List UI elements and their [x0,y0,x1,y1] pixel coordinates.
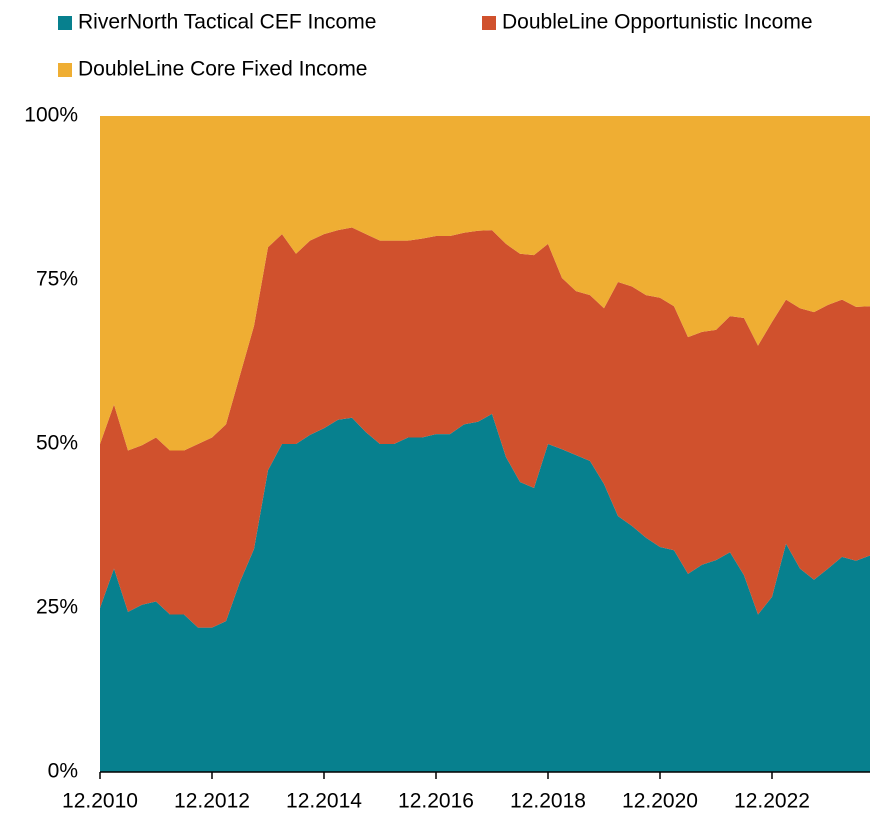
legend-swatch [58,16,72,30]
y-tick-label: 25% [36,596,78,619]
x-tick-label: 12.2010 [62,790,138,813]
x-tick-label: 12.2014 [286,790,362,813]
area [100,227,870,628]
x-tick-label: 12.2020 [622,790,698,813]
area [100,413,870,772]
y-tick-label: 100% [24,104,78,127]
legend-swatch [482,16,496,30]
x-tick-label: 12.2022 [734,790,810,813]
legend-label: RiverNorth Tactical CEF Income [78,11,376,34]
y-tick-label: 75% [36,268,78,291]
area [100,116,870,451]
legend-label: DoubleLine Opportunistic Income [502,11,813,34]
y-tick-label: 0% [48,760,78,783]
legend-swatch [58,63,72,77]
y-tick-label: 50% [36,432,78,455]
x-tick-label: 12.2012 [174,790,250,813]
x-tick-label: 12.2016 [398,790,474,813]
x-tick-label: 12.2018 [510,790,586,813]
legend-label: DoubleLine Core Fixed Income [78,58,368,81]
